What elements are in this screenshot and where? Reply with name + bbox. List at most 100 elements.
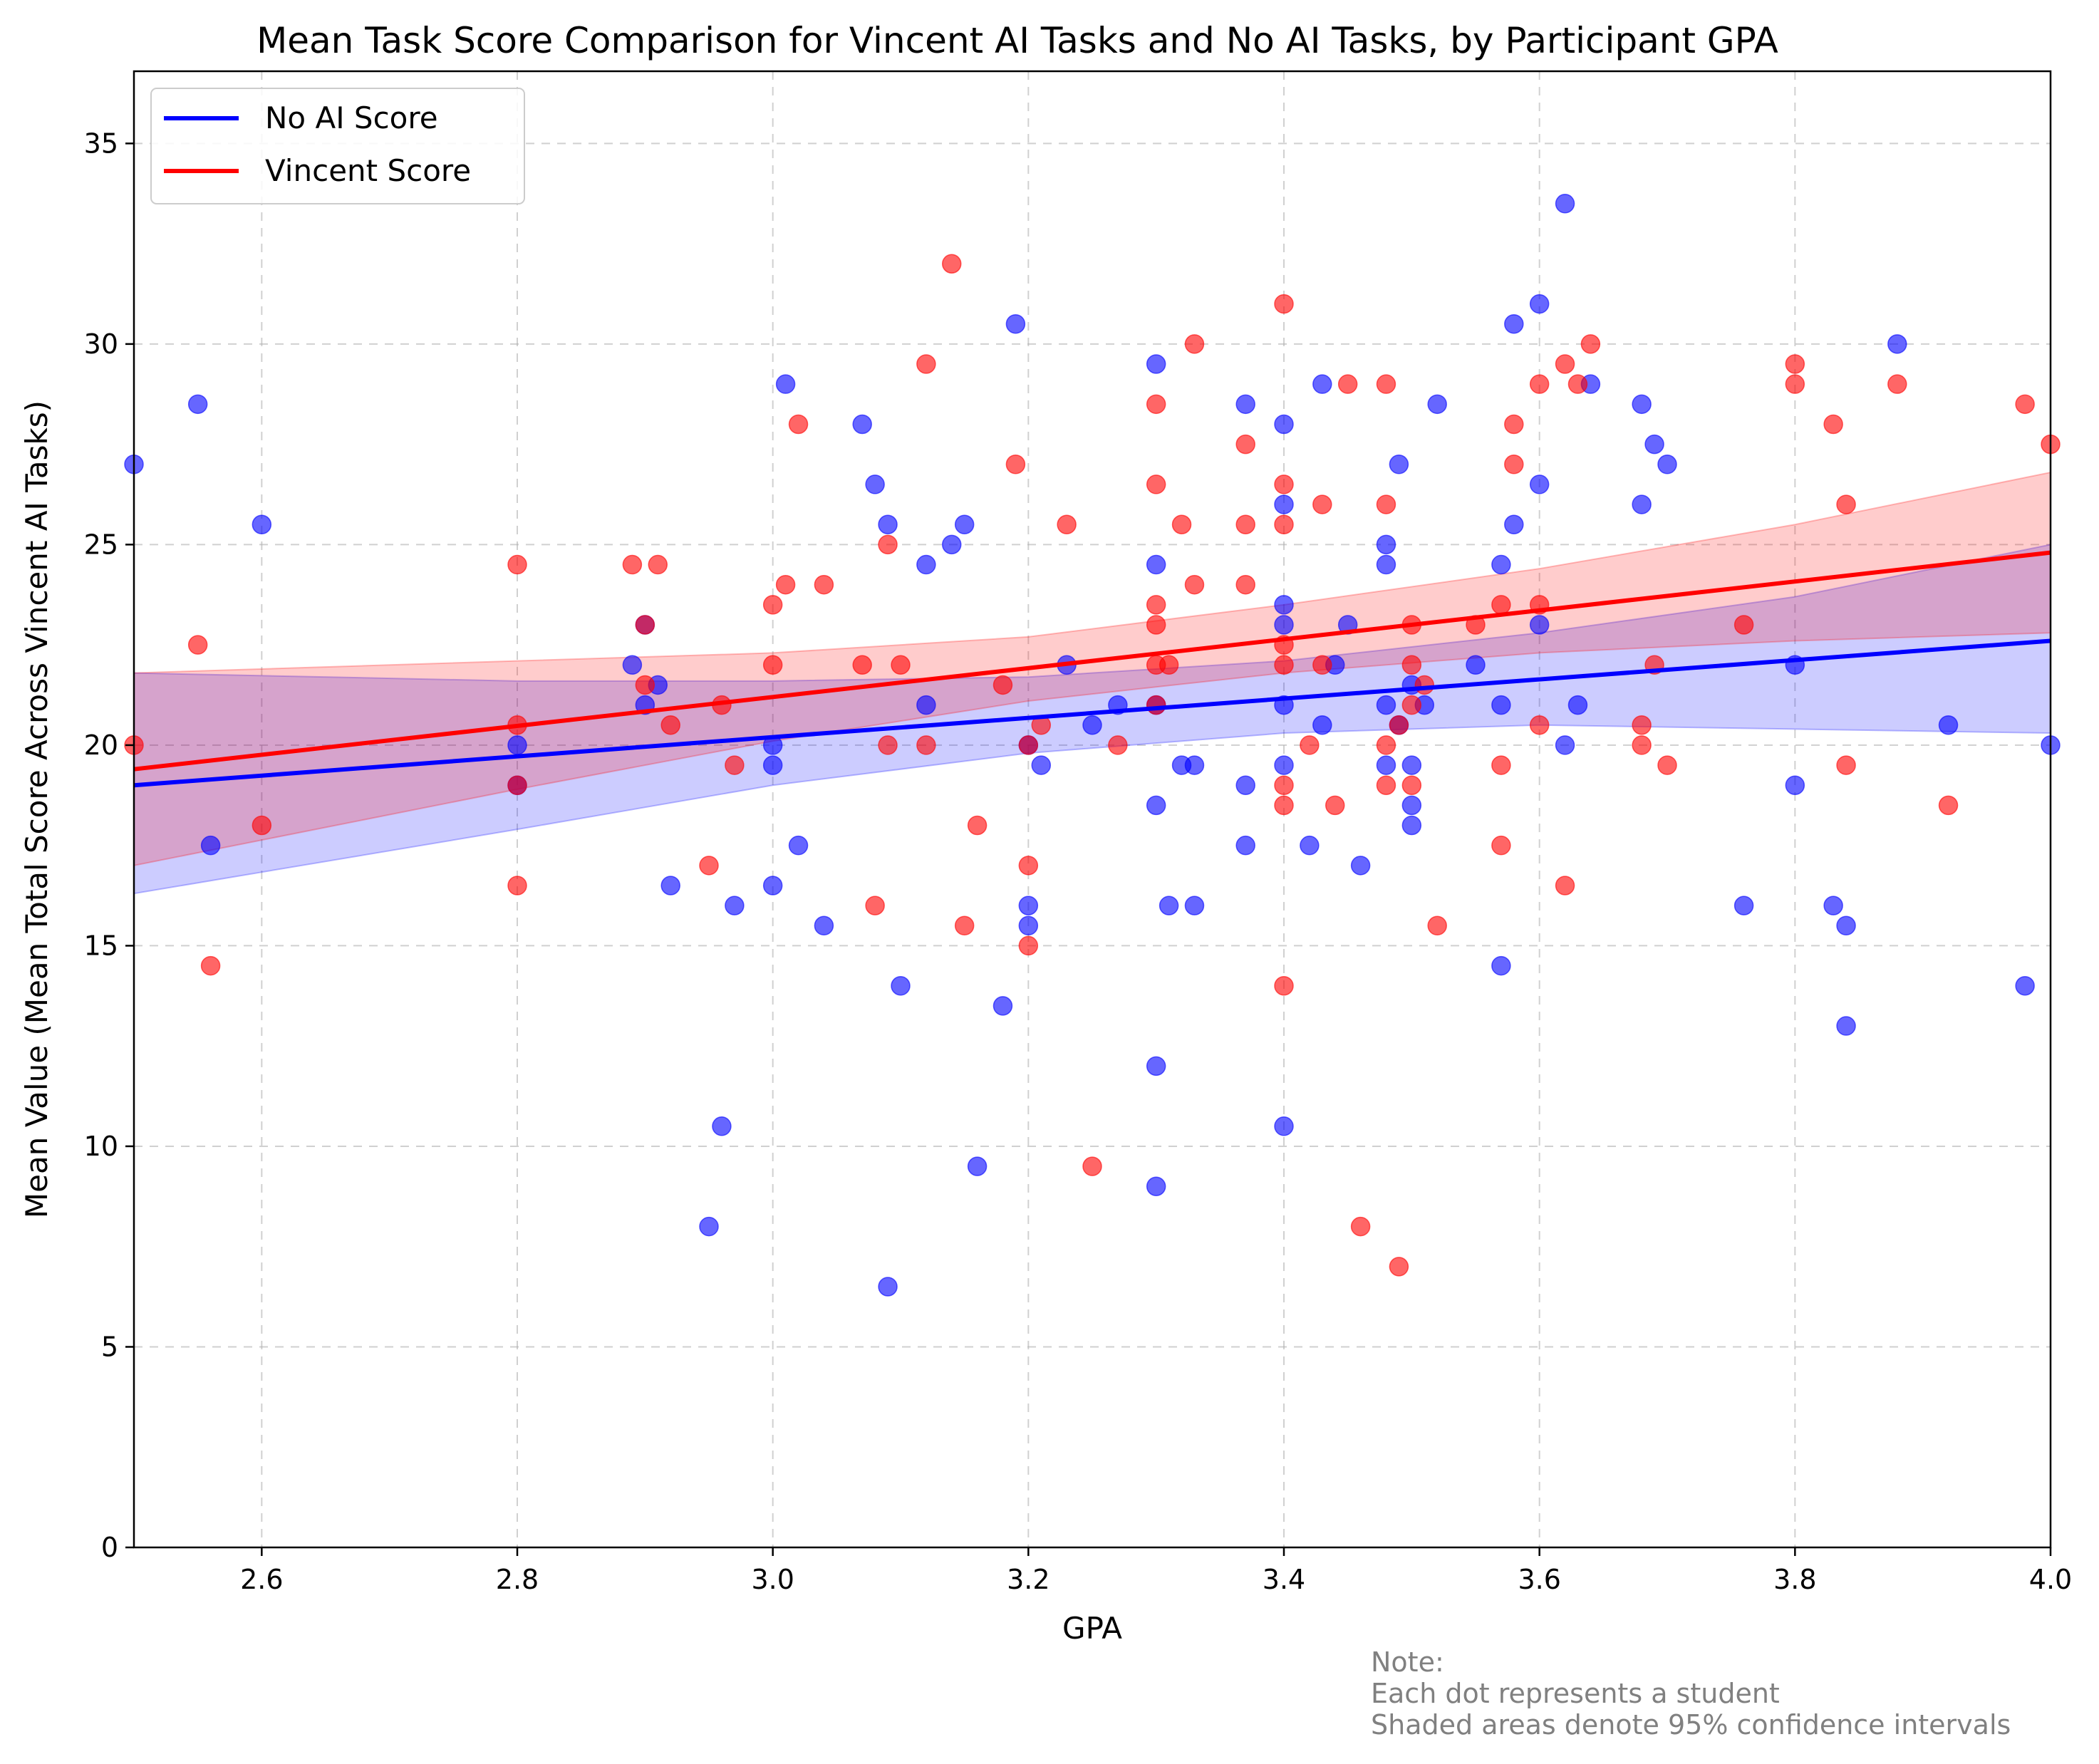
y-tick-label: 20	[84, 730, 118, 761]
point-no-ai	[1823, 896, 1843, 915]
legend: No AI Score Vincent Score	[150, 88, 525, 204]
point-vincent	[1632, 715, 1652, 735]
point-no-ai	[1504, 514, 1524, 534]
point-no-ai	[1785, 775, 1805, 795]
point-vincent	[1274, 655, 1294, 675]
point-no-ai	[1938, 715, 1959, 735]
note-line-3: Shaded areas denote 95% confidence inter…	[1371, 1709, 2011, 1740]
point-no-ai	[1389, 455, 1409, 474]
point-no-ai	[1235, 775, 1255, 795]
point-vincent	[1325, 795, 1345, 816]
point-vincent	[941, 254, 962, 274]
point-no-ai	[1632, 494, 1652, 514]
point-no-ai	[1376, 695, 1396, 715]
point-vincent	[635, 675, 655, 695]
x-axis-label: GPA	[1062, 1611, 1122, 1646]
point-vincent	[252, 815, 272, 836]
x-axis-ticks: 2.6 2.8 3.0 3.2 3.4 3.6 3.8 4.0	[240, 1547, 2072, 1595]
point-vincent	[954, 915, 975, 936]
point-no-ai	[788, 835, 809, 856]
point-no-ai	[1146, 354, 1166, 374]
point-vincent	[1529, 374, 1550, 394]
point-vincent	[1108, 735, 1128, 755]
point-vincent	[1274, 975, 1294, 996]
note-line-1: Note:	[1371, 1646, 1444, 1678]
point-vincent	[1491, 835, 1511, 856]
point-no-ai	[1376, 755, 1396, 775]
point-no-ai	[967, 1156, 988, 1176]
point-no-ai	[660, 876, 680, 896]
point-no-ai	[1836, 915, 1856, 936]
point-no-ai	[954, 514, 975, 534]
point-no-ai	[1466, 655, 1486, 675]
point-no-ai	[878, 514, 898, 534]
point-no-ai	[1235, 835, 1255, 856]
point-vincent	[1389, 1257, 1409, 1277]
x-tick-label: 3.2	[1007, 1564, 1050, 1595]
point-no-ai	[1312, 374, 1332, 394]
point-vincent	[635, 615, 655, 635]
point-no-ai	[1401, 755, 1422, 775]
point-no-ai	[1274, 494, 1294, 514]
point-no-ai	[1082, 715, 1102, 735]
point-vincent	[622, 554, 643, 575]
point-vincent	[865, 896, 885, 915]
point-vincent	[1491, 595, 1511, 615]
point-no-ai	[993, 996, 1013, 1016]
point-vincent	[648, 554, 668, 575]
data-points	[124, 194, 2061, 1297]
point-vincent	[1082, 1156, 1102, 1176]
point-no-ai	[200, 835, 221, 856]
point-vincent	[1376, 735, 1396, 755]
point-vincent	[1733, 615, 1754, 635]
point-vincent	[1785, 354, 1805, 374]
point-vincent	[775, 574, 796, 595]
point-no-ai	[865, 474, 885, 494]
point-vincent	[507, 876, 527, 896]
point-vincent	[1555, 354, 1575, 374]
point-no-ai	[1657, 455, 1677, 474]
point-vincent	[1018, 935, 1039, 956]
point-no-ai	[1733, 896, 1754, 915]
y-tick-label: 10	[84, 1131, 118, 1162]
point-no-ai	[891, 975, 911, 996]
point-vincent	[1312, 494, 1332, 514]
point-vincent	[1657, 755, 1677, 775]
y-tick-label: 0	[101, 1532, 118, 1563]
y-tick-label: 15	[84, 930, 118, 961]
point-no-ai	[1274, 595, 1294, 615]
point-vincent	[1274, 474, 1294, 494]
point-no-ai	[1274, 414, 1294, 435]
point-no-ai	[699, 1216, 719, 1237]
point-no-ai	[1235, 394, 1255, 415]
point-vincent	[1836, 494, 1856, 514]
point-vincent	[1427, 915, 1447, 936]
point-vincent	[1146, 394, 1166, 415]
point-vincent	[507, 775, 527, 795]
point-no-ai	[622, 655, 643, 675]
point-no-ai	[762, 755, 783, 775]
y-tick-label: 30	[84, 328, 118, 360]
plot-frame	[133, 70, 2052, 1549]
point-no-ai	[1146, 795, 1166, 816]
y-axis-label: Mean Value (Mean Total Score Across Vinc…	[19, 400, 54, 1218]
legend-label-no-ai: No AI Score	[265, 100, 438, 135]
point-vincent	[1274, 514, 1294, 534]
point-vincent	[1159, 655, 1179, 675]
point-vincent	[1491, 755, 1511, 775]
point-vincent	[1529, 715, 1550, 735]
point-no-ai	[1555, 735, 1575, 755]
point-no-ai	[1504, 313, 1524, 334]
point-no-ai	[775, 374, 796, 394]
point-vincent	[762, 595, 783, 615]
point-no-ai	[1350, 856, 1371, 876]
point-no-ai	[916, 695, 936, 715]
point-vincent	[1018, 735, 1039, 755]
point-vincent	[1300, 735, 1320, 755]
point-vincent	[1567, 374, 1588, 394]
point-vincent	[1146, 615, 1166, 635]
point-no-ai	[1644, 434, 1664, 455]
point-vincent	[1184, 334, 1205, 354]
point-vincent	[1235, 574, 1255, 595]
